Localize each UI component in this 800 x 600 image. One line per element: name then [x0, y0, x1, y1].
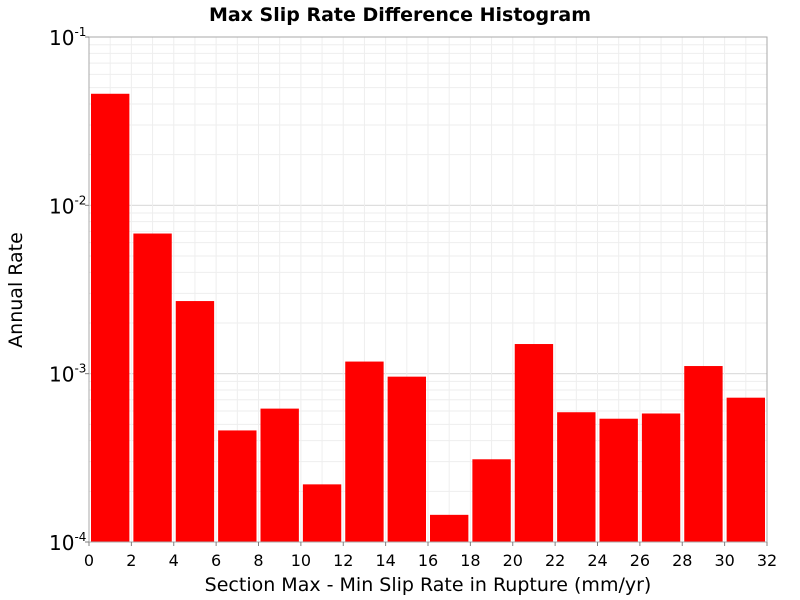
x-tick-label: 14 — [375, 551, 395, 570]
histogram-bar — [260, 408, 299, 542]
x-tick-label: 8 — [253, 551, 263, 570]
histogram-bar — [557, 412, 596, 542]
histogram-bar — [726, 397, 765, 542]
y-tick-label: 10-2 — [49, 193, 86, 218]
y-tick-label: 10-4 — [49, 530, 86, 555]
chart-title: Max Slip Rate Difference Histogram — [209, 4, 591, 26]
x-tick-label: 24 — [587, 551, 607, 570]
x-tick-label: 12 — [333, 551, 353, 570]
y-tick-label: 10-3 — [49, 362, 86, 387]
x-tick-label: 20 — [503, 551, 523, 570]
histogram-bar — [133, 233, 172, 543]
histogram-bar — [472, 459, 511, 542]
x-tick-label: 18 — [460, 551, 480, 570]
x-axis-label: Section Max - Min Slip Rate in Rupture (… — [205, 574, 652, 596]
histogram-bar — [641, 413, 681, 542]
histogram-bar — [302, 484, 342, 542]
histogram-bar — [345, 361, 384, 542]
y-axis-ticks: 10-4 10-3 10-2 10-1 — [49, 25, 89, 555]
histogram-bar — [387, 376, 426, 542]
x-tick-label: 2 — [126, 551, 136, 570]
x-tick-label: 6 — [211, 551, 221, 570]
x-tick-label: 4 — [169, 551, 179, 570]
x-tick-label: 28 — [672, 551, 692, 570]
histogram-bar — [514, 344, 554, 542]
histogram-bar — [218, 430, 257, 542]
x-tick-label: 10 — [291, 551, 311, 570]
x-axis-ticks: 0 2 4 6 8 10 12 14 16 18 20 22 24 26 28 30 32 — [84, 542, 777, 570]
histogram-bar — [91, 93, 130, 542]
x-tick-label: 30 — [714, 551, 734, 570]
histogram-bar — [430, 514, 469, 542]
x-tick-label: 22 — [545, 551, 565, 570]
x-tick-label: 26 — [630, 551, 650, 570]
histogram-bar — [175, 301, 215, 542]
x-tick-label: 0 — [84, 551, 94, 570]
histogram-bar — [684, 366, 723, 542]
histogram-bar — [599, 418, 638, 542]
bars — [91, 93, 765, 543]
y-tick-label: 10-1 — [49, 25, 86, 50]
y-axis-label: Annual Rate — [5, 232, 27, 348]
x-tick-label: 16 — [418, 551, 438, 570]
x-tick-label: 32 — [757, 551, 777, 570]
